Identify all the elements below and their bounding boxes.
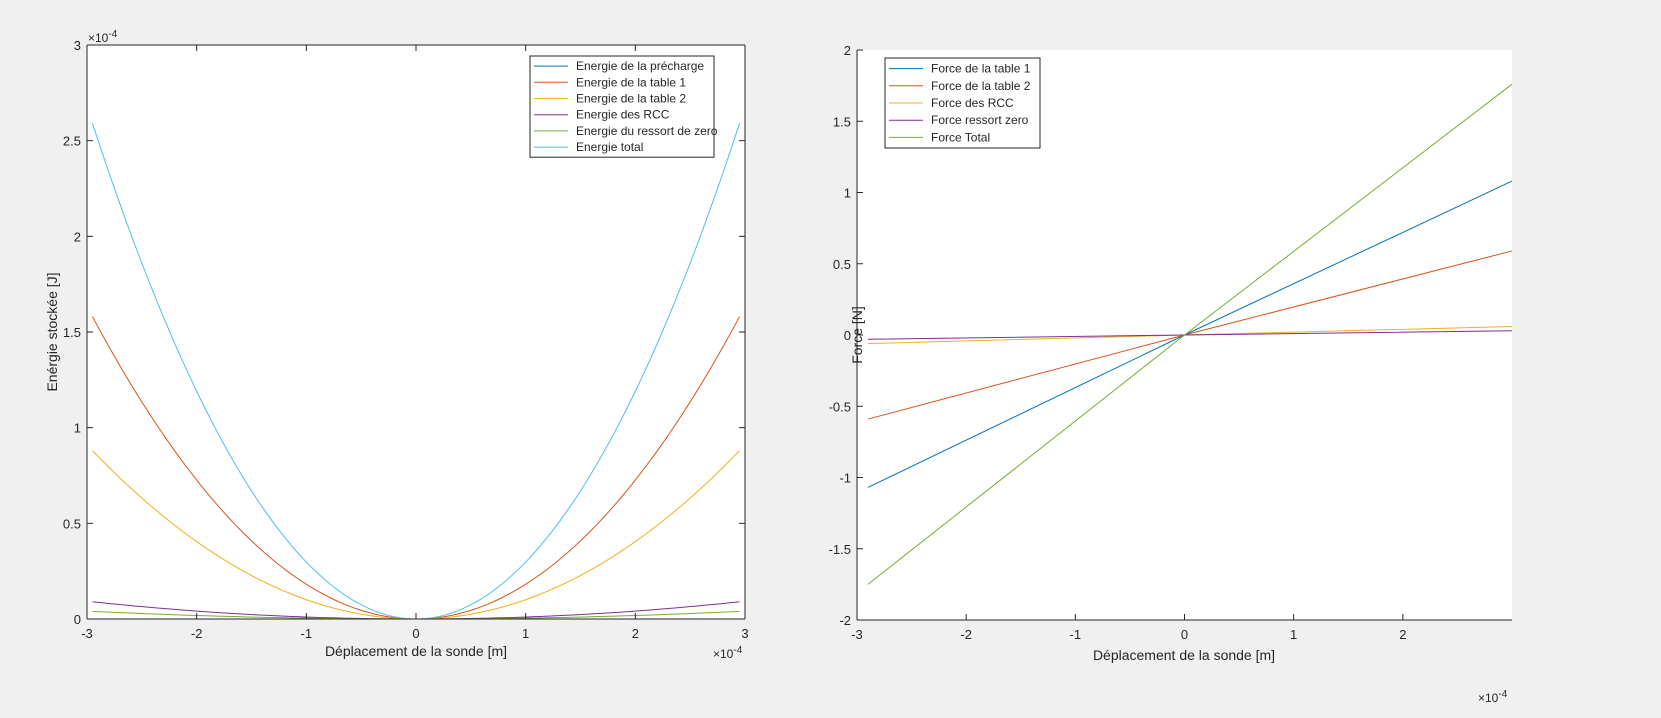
energy-legend-label: Energie de la table 2 [576, 92, 686, 106]
energy-x-exponent: ×10-4 [713, 645, 743, 661]
energy-x-tick-label: -1 [301, 626, 313, 641]
energy-legend-label: Energie total [576, 140, 643, 154]
energy-y-tick-label: 2.5 [63, 134, 81, 149]
force-y-tick-label: 1 [844, 186, 851, 201]
energy-legend-label: Energie des RCC [576, 108, 670, 122]
energy-x-axis-label: Déplacement de la sonde [m] [325, 643, 507, 659]
energy-legend-label: Energie de la précharge [576, 59, 704, 73]
force-x-exponent-base: ×10 [1478, 691, 1499, 705]
energy-x-tick-label: 0 [412, 626, 419, 641]
force-y-tick-label: -0.5 [829, 399, 851, 414]
force-y-axis-label: Force [N] [849, 306, 865, 364]
force-plot[interactable]: -3 -2 -1 0 1 2-2-1.5-1-0.500.511.52 Déplaceme… [829, 43, 1513, 705]
energy-y-axis-label: Enérgie stockée [J] [44, 272, 60, 391]
energy-plot[interactable]: -3 -2 -1 0 1 2 3 0 0.5 1 1.5 2 2.5 3 Déplacement de l… [44, 29, 749, 661]
energy-y-tick-label: 1.5 [63, 325, 81, 340]
force-y-tick-label: 0 [844, 328, 851, 343]
force-x-axis-label: Déplacement de la sonde [m] [1093, 647, 1275, 663]
energy-y-tick-label: 0.5 [63, 516, 81, 531]
force-series-line-5 [867, 83, 1513, 585]
force-x-exponent: ×10-4 [1478, 689, 1508, 705]
energy-tick-layer: -3 -2 -1 0 1 2 3 0 0.5 1 1.5 2 2.5 3 [63, 38, 749, 641]
force-series-layer [867, 83, 1513, 585]
force-y-tick-label: 1.5 [833, 114, 851, 129]
energy-x-tick-label: 3 [741, 626, 748, 641]
force-x-tick-label: 2 [1399, 627, 1406, 642]
force-legend-entry[interactable]: Force de la table 1 [889, 62, 1031, 76]
energy-legend[interactable]: Energie de la précharge Energie de la tab… [529, 55, 718, 158]
energy-y-tick-label: 1 [74, 421, 81, 436]
force-tick-layer: -3 -2 -1 0 1 2-2-1.5-1-0.500.511.52 [829, 43, 1407, 642]
force-legend-entry[interactable]: Force Total [889, 130, 990, 144]
energy-x-exponent-base: ×10 [713, 647, 734, 661]
force-legend-label: Force de la table 1 [931, 62, 1031, 76]
energy-x-tick-label: -3 [81, 626, 93, 641]
force-x-tick-label: 1 [1290, 627, 1297, 642]
force-legend-label: Force des RCC [931, 96, 1014, 110]
energy-legend-entry[interactable]: Energie de la table 2 [534, 92, 686, 106]
force-x-exponent-power: -4 [1498, 689, 1507, 700]
energy-legend-box [529, 55, 715, 158]
force-x-tick-label: -2 [960, 627, 972, 642]
force-legend-entry[interactable]: Force des RCC [889, 96, 1014, 110]
energy-y-exponent: ×10-4 [88, 29, 118, 45]
energy-legend-label: Energie du ressort de zero [576, 124, 718, 138]
force-legend-entry[interactable]: Force de la table 2 [889, 79, 1031, 93]
force-legend-label: Force ressort zero [931, 113, 1029, 127]
energy-x-exponent-power: -4 [733, 645, 742, 656]
energy-legend-entry[interactable]: Energie du ressort de zero [534, 124, 718, 138]
force-x-tick-label: -1 [1070, 627, 1082, 642]
force-x-tick-label: 0 [1181, 627, 1188, 642]
force-y-tick-label: -2 [839, 613, 851, 628]
energy-x-tick-label: -2 [191, 626, 203, 641]
energy-legend-entry[interactable]: Energie de la précharge [534, 59, 704, 73]
energy-y-tick-label: 3 [74, 38, 81, 53]
energy-legend-entry[interactable]: Energie de la table 1 [534, 75, 686, 89]
force-y-tick-label: -1 [839, 471, 851, 486]
energy-x-tick-label: 2 [632, 626, 639, 641]
energy-legend-entry[interactable]: Energie des RCC [534, 108, 670, 122]
force-y-tick-label: 2 [844, 43, 851, 58]
energy-y-tick-label: 0 [74, 612, 81, 627]
energy-legend-label: Energie de la table 1 [576, 75, 686, 89]
energy-legend-entry[interactable]: Energie total [534, 140, 643, 154]
energy-y-tick-label: 2 [74, 229, 81, 244]
force-y-tick-label: -1.5 [829, 542, 851, 557]
force-x-tick-label: -3 [851, 627, 863, 642]
energy-x-tick-label: 1 [522, 626, 529, 641]
force-legend-label: Force Total [931, 130, 990, 144]
force-legend-entry[interactable]: Force ressort zero [889, 113, 1029, 127]
force-legend[interactable]: Force de la table 1 Force de la table 2 Fo… [884, 57, 1041, 149]
force-legend-label: Force de la table 2 [931, 79, 1031, 93]
energy-y-exponent-base: ×10 [88, 31, 109, 45]
energy-y-exponent-power: -4 [108, 29, 117, 40]
force-y-tick-label: 0.5 [833, 257, 851, 272]
